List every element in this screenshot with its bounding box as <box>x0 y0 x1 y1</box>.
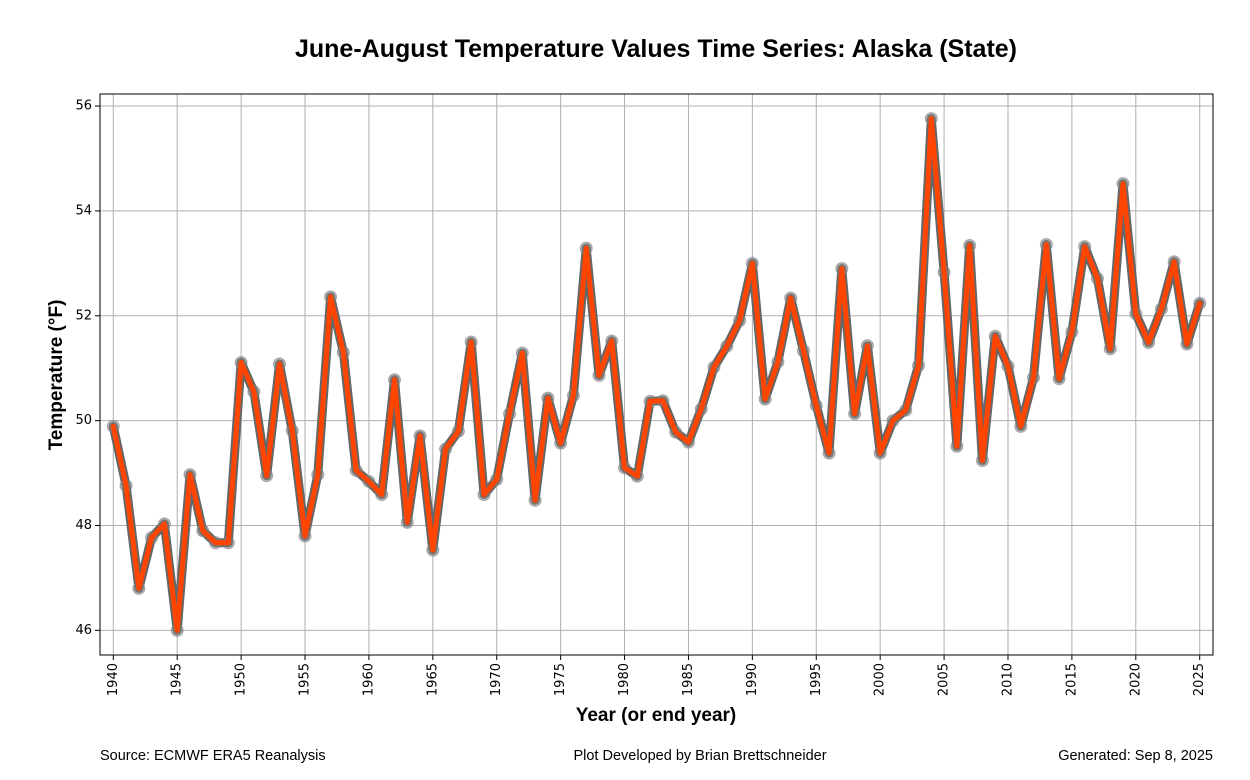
x-tick-label: 2025 <box>1192 663 1207 696</box>
x-axis-label: Year (or end year) <box>576 705 737 726</box>
chart-title: June-August Temperature Values Time Seri… <box>295 35 1017 63</box>
y-tick-label: 50 <box>75 413 92 428</box>
x-tick-label: 1960 <box>361 663 376 696</box>
x-tick-label: 2015 <box>1064 663 1079 696</box>
x-tick-label: 1995 <box>809 663 824 696</box>
x-tick-label: 1945 <box>170 663 185 696</box>
x-axis-ticks: 1940 1945 1950 1955 1960 1965 1970 1975 1980 1985… <box>106 655 1207 696</box>
y-tick-label: 54 <box>75 203 92 218</box>
x-tick-label: 1965 <box>425 663 440 696</box>
x-tick-label: 2000 <box>873 663 888 696</box>
x-tick-label: 1985 <box>681 663 696 696</box>
x-tick-label: 1970 <box>489 663 504 696</box>
x-tick-label: 1975 <box>553 663 568 696</box>
series-layer <box>106 112 1207 637</box>
footer-credit: Plot Developed by Brian Brettschneider <box>573 748 826 764</box>
x-tick-label: 1980 <box>617 663 632 696</box>
footer-generated: Generated: Sep 8, 2025 <box>1058 748 1213 764</box>
series-line <box>110 116 1203 633</box>
x-tick-label: 2010 <box>1000 663 1015 696</box>
y-axis-label: Temperature (°F) <box>46 300 67 451</box>
y-gridlines <box>100 105 1213 631</box>
y-tick-label: 48 <box>75 518 92 533</box>
y-tick-label: 46 <box>75 623 92 638</box>
x-tick-label: 1940 <box>106 663 121 696</box>
y-tick-label: 56 <box>75 99 92 114</box>
x-tick-label: 1955 <box>298 663 313 696</box>
x-tick-label: 2020 <box>1128 663 1143 696</box>
y-axis-ticks: 46 48 50 52 54 56 <box>75 99 100 638</box>
x-tick-label: 1990 <box>745 663 760 696</box>
x-tick-label: 2005 <box>937 663 952 696</box>
x-tick-label: 1950 <box>234 663 249 696</box>
footer-source: Source: ECMWF ERA5 Reanalysis <box>100 748 326 764</box>
plot-frame <box>99 93 1214 656</box>
y-tick-label: 52 <box>75 308 92 323</box>
